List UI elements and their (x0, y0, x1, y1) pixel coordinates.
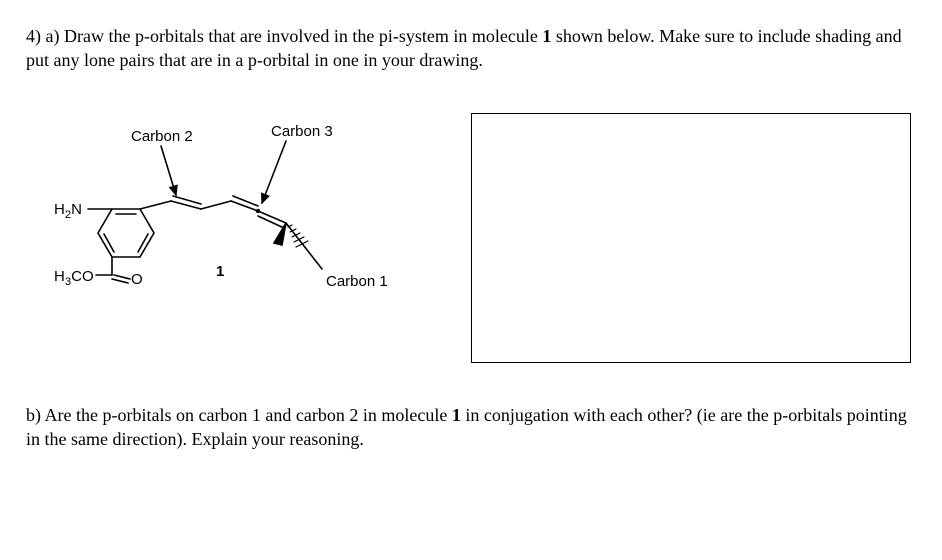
part-a-molref: 1 (542, 26, 551, 46)
part-b-prefix: b) Are the p-orbitals on carbon 1 and ca… (26, 405, 452, 425)
part-b-text: b) Are the p-orbitals on carbon 1 and ca… (26, 403, 916, 452)
part-b-molref: 1 (452, 405, 461, 425)
answer-box (471, 113, 911, 363)
diagram-area: Carbon 2 Carbon 3 Carbon 1 1 H2N H3CO O (26, 83, 916, 383)
part-a-text: 4) a) Draw the p-orbitals that are invol… (26, 24, 916, 73)
molecule-svg (26, 83, 456, 383)
part-a-prefix: 4) a) Draw the p-orbitals that are invol… (26, 26, 542, 46)
